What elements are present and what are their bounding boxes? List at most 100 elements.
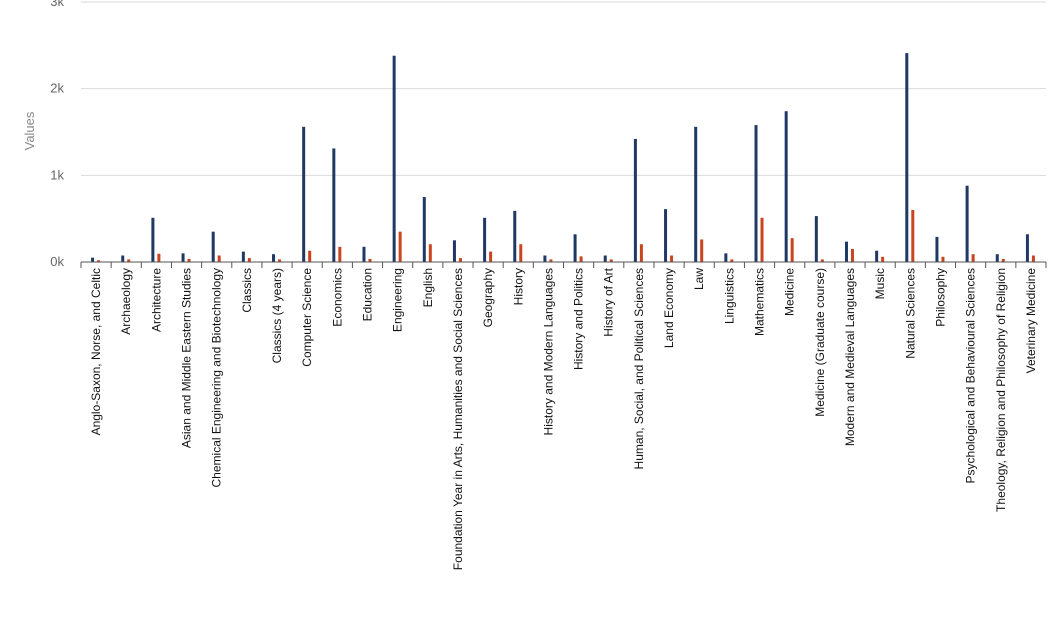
bar xyxy=(157,253,161,262)
bar xyxy=(458,258,462,262)
y-axis-tick-labels: 0k 1k 2k 3k xyxy=(50,0,64,269)
x-tick-label: Philosophy xyxy=(933,268,947,327)
bar xyxy=(332,148,336,262)
bar xyxy=(428,244,432,262)
x-tick-label: History and Modern Languages xyxy=(541,268,555,435)
bar xyxy=(278,259,282,262)
bar xyxy=(302,126,306,262)
bar xyxy=(664,209,668,262)
bar xyxy=(730,259,734,262)
bar xyxy=(489,251,493,262)
x-tick-label: Veterinary Medicine xyxy=(1024,268,1038,374)
bar xyxy=(905,53,909,262)
bar xyxy=(639,244,643,262)
bar xyxy=(670,255,674,262)
bars xyxy=(91,53,1035,263)
x-tick-label: Land Economy xyxy=(662,268,676,348)
x-tick-label: English xyxy=(421,268,435,307)
bar xyxy=(579,256,583,262)
y-axis-label: Values xyxy=(22,111,37,150)
x-tick-label: Medicine (Graduate course) xyxy=(813,268,827,417)
bar xyxy=(543,255,547,262)
bar xyxy=(1001,258,1005,262)
bar xyxy=(790,238,794,262)
bar xyxy=(1031,255,1035,262)
x-tick-label: History of Art xyxy=(602,267,616,336)
bar xyxy=(247,258,251,262)
bar xyxy=(368,258,372,262)
bar xyxy=(181,253,185,262)
bar xyxy=(971,254,975,262)
x-tick-label: Archaeology xyxy=(119,268,133,335)
bar xyxy=(820,259,824,262)
bar xyxy=(362,246,366,262)
bar xyxy=(483,217,487,262)
x-tick-label: Linguistics xyxy=(722,268,736,324)
bar xyxy=(784,111,788,262)
bar xyxy=(1025,234,1029,262)
x-tick-label: History xyxy=(511,268,525,305)
bar xyxy=(338,246,342,262)
bar xyxy=(398,231,402,262)
x-tick-label: Education xyxy=(360,268,374,321)
x-tick-label: Psychological and Behavioural Sciences xyxy=(964,268,978,483)
bar xyxy=(694,126,698,262)
bar xyxy=(700,239,704,262)
y-tick-label: 1k xyxy=(50,167,64,182)
x-tick-label: Medicine xyxy=(783,268,797,316)
bar xyxy=(392,55,396,263)
bar xyxy=(911,210,915,262)
bar xyxy=(603,255,607,262)
x-tick-label: Music xyxy=(873,268,887,299)
bar xyxy=(452,240,456,262)
bar xyxy=(875,250,879,262)
x-tick-label: Theology, Religion and Philosophy of Rel… xyxy=(994,268,1008,512)
gridlines xyxy=(81,1,1046,176)
x-tick-label: History and Politics xyxy=(572,268,586,370)
bar xyxy=(513,210,517,262)
bar xyxy=(549,259,553,262)
bar xyxy=(754,125,758,262)
x-tick-label: Chemical Engineering and Biotechnology xyxy=(210,268,224,487)
bar xyxy=(91,257,95,262)
x-tick-label: Architecture xyxy=(149,268,163,332)
bar xyxy=(272,254,276,262)
bar xyxy=(609,259,613,262)
x-axis-tick-labels: Anglo-Saxon, Norse, and Celtic Archaeolog… xyxy=(89,267,1038,570)
x-tick-label: Geography xyxy=(481,268,495,327)
bar xyxy=(881,256,885,262)
x-tick-label: Classics xyxy=(240,268,254,313)
bar xyxy=(941,256,945,262)
x-tick-label: Engineering xyxy=(391,268,405,332)
x-tick-label: Law xyxy=(692,268,706,290)
bar xyxy=(308,250,312,262)
x-tick-label: Asian and Middle Eastern Studies xyxy=(180,268,194,448)
bar xyxy=(844,241,848,262)
bar xyxy=(151,217,155,262)
bar xyxy=(935,236,939,262)
bar xyxy=(422,197,426,262)
bar xyxy=(187,258,191,262)
x-tick-label: Economics xyxy=(330,268,344,327)
x-axis-tick-marks xyxy=(80,262,1047,268)
bar xyxy=(760,217,764,262)
x-tick-label: Computer Science xyxy=(300,268,314,367)
y-tick-label: 2k xyxy=(50,81,64,96)
bar xyxy=(633,138,637,262)
x-tick-label: Modern and Medieval Languages xyxy=(843,268,857,446)
bar xyxy=(965,185,969,262)
bar xyxy=(814,216,818,262)
bar xyxy=(121,255,125,262)
bar xyxy=(519,244,523,262)
y-tick-label: 0k xyxy=(50,254,64,269)
x-tick-label: Mathematics xyxy=(753,268,767,336)
bar xyxy=(97,260,101,262)
bar xyxy=(241,251,245,262)
x-tick-label: Natural Sciences xyxy=(903,268,917,359)
bar xyxy=(724,253,728,262)
x-tick-label: Human, Social, and Political Sciences xyxy=(632,268,646,469)
bar xyxy=(850,249,854,262)
x-tick-label: Anglo-Saxon, Norse, and Celtic xyxy=(89,268,103,435)
